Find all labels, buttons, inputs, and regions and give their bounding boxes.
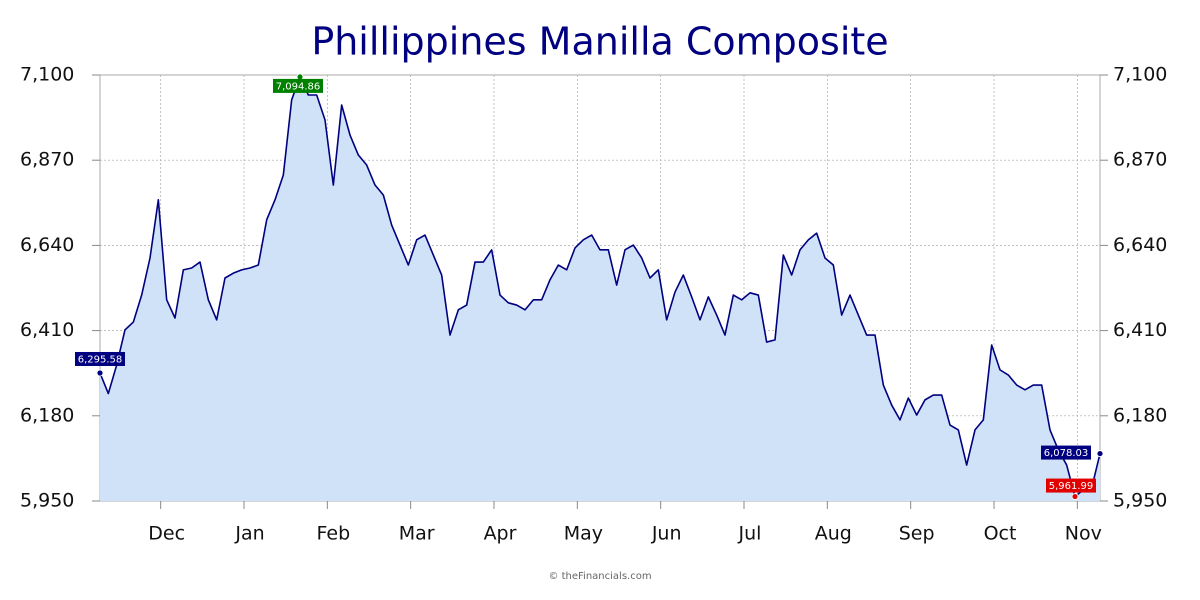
y-tick-label: 6,640: [20, 234, 74, 256]
x-tick-label: Jun: [651, 523, 682, 545]
annotation-marker: [1096, 450, 1104, 457]
chart-title: Phillippines Manilla Composite: [311, 20, 888, 64]
x-tick-label: Oct: [984, 523, 1017, 545]
x-tick-label: Jan: [234, 523, 264, 545]
annotation-box: [1046, 478, 1096, 493]
x-tick-label: Sep: [899, 523, 935, 545]
x-tick-label: Nov: [1065, 523, 1102, 545]
annotation-box: [1041, 445, 1091, 460]
x-tick-label: Apr: [484, 523, 517, 545]
y-tick-label: 5,950: [20, 490, 74, 512]
annotation-label: 7,094.86: [276, 81, 321, 92]
x-tick-label: Mar: [399, 523, 435, 545]
line: [99, 76, 1101, 498]
x-tick-label: Feb: [317, 523, 351, 545]
x-tick-label: Dec: [148, 523, 185, 545]
y-tick-label: 7,100: [20, 64, 74, 86]
y2-tick-label: 6,410: [1113, 319, 1167, 341]
annotation-marker: [96, 369, 104, 377]
annotation-label: 5,961.99: [1049, 481, 1094, 492]
y2-tick-label: 6,870: [1113, 149, 1167, 171]
annotation-marker: [1071, 493, 1079, 500]
annotation-label: 6,295.58: [78, 354, 123, 365]
y2-tick-label: 5,950: [1113, 490, 1167, 512]
x-tick-label: Jul: [738, 523, 762, 545]
y2-tick-label: 6,180: [1113, 404, 1167, 426]
y-tick-label: 6,410: [20, 319, 74, 341]
annotation-label: 6,078.03: [1044, 448, 1089, 459]
y2-tick-label: 7,100: [1113, 64, 1167, 86]
area: [100, 76, 1100, 502]
footer: © theFinancials.com: [548, 571, 651, 582]
y2-tick-label: 6,640: [1113, 234, 1167, 256]
y-tick-label: 6,870: [20, 149, 74, 171]
x-tick-label: Aug: [815, 523, 852, 545]
annotation-box: [75, 351, 125, 366]
x-tick-label: May: [564, 523, 603, 545]
annotation-box: [273, 78, 323, 93]
y-tick-label: 6,180: [20, 404, 74, 426]
